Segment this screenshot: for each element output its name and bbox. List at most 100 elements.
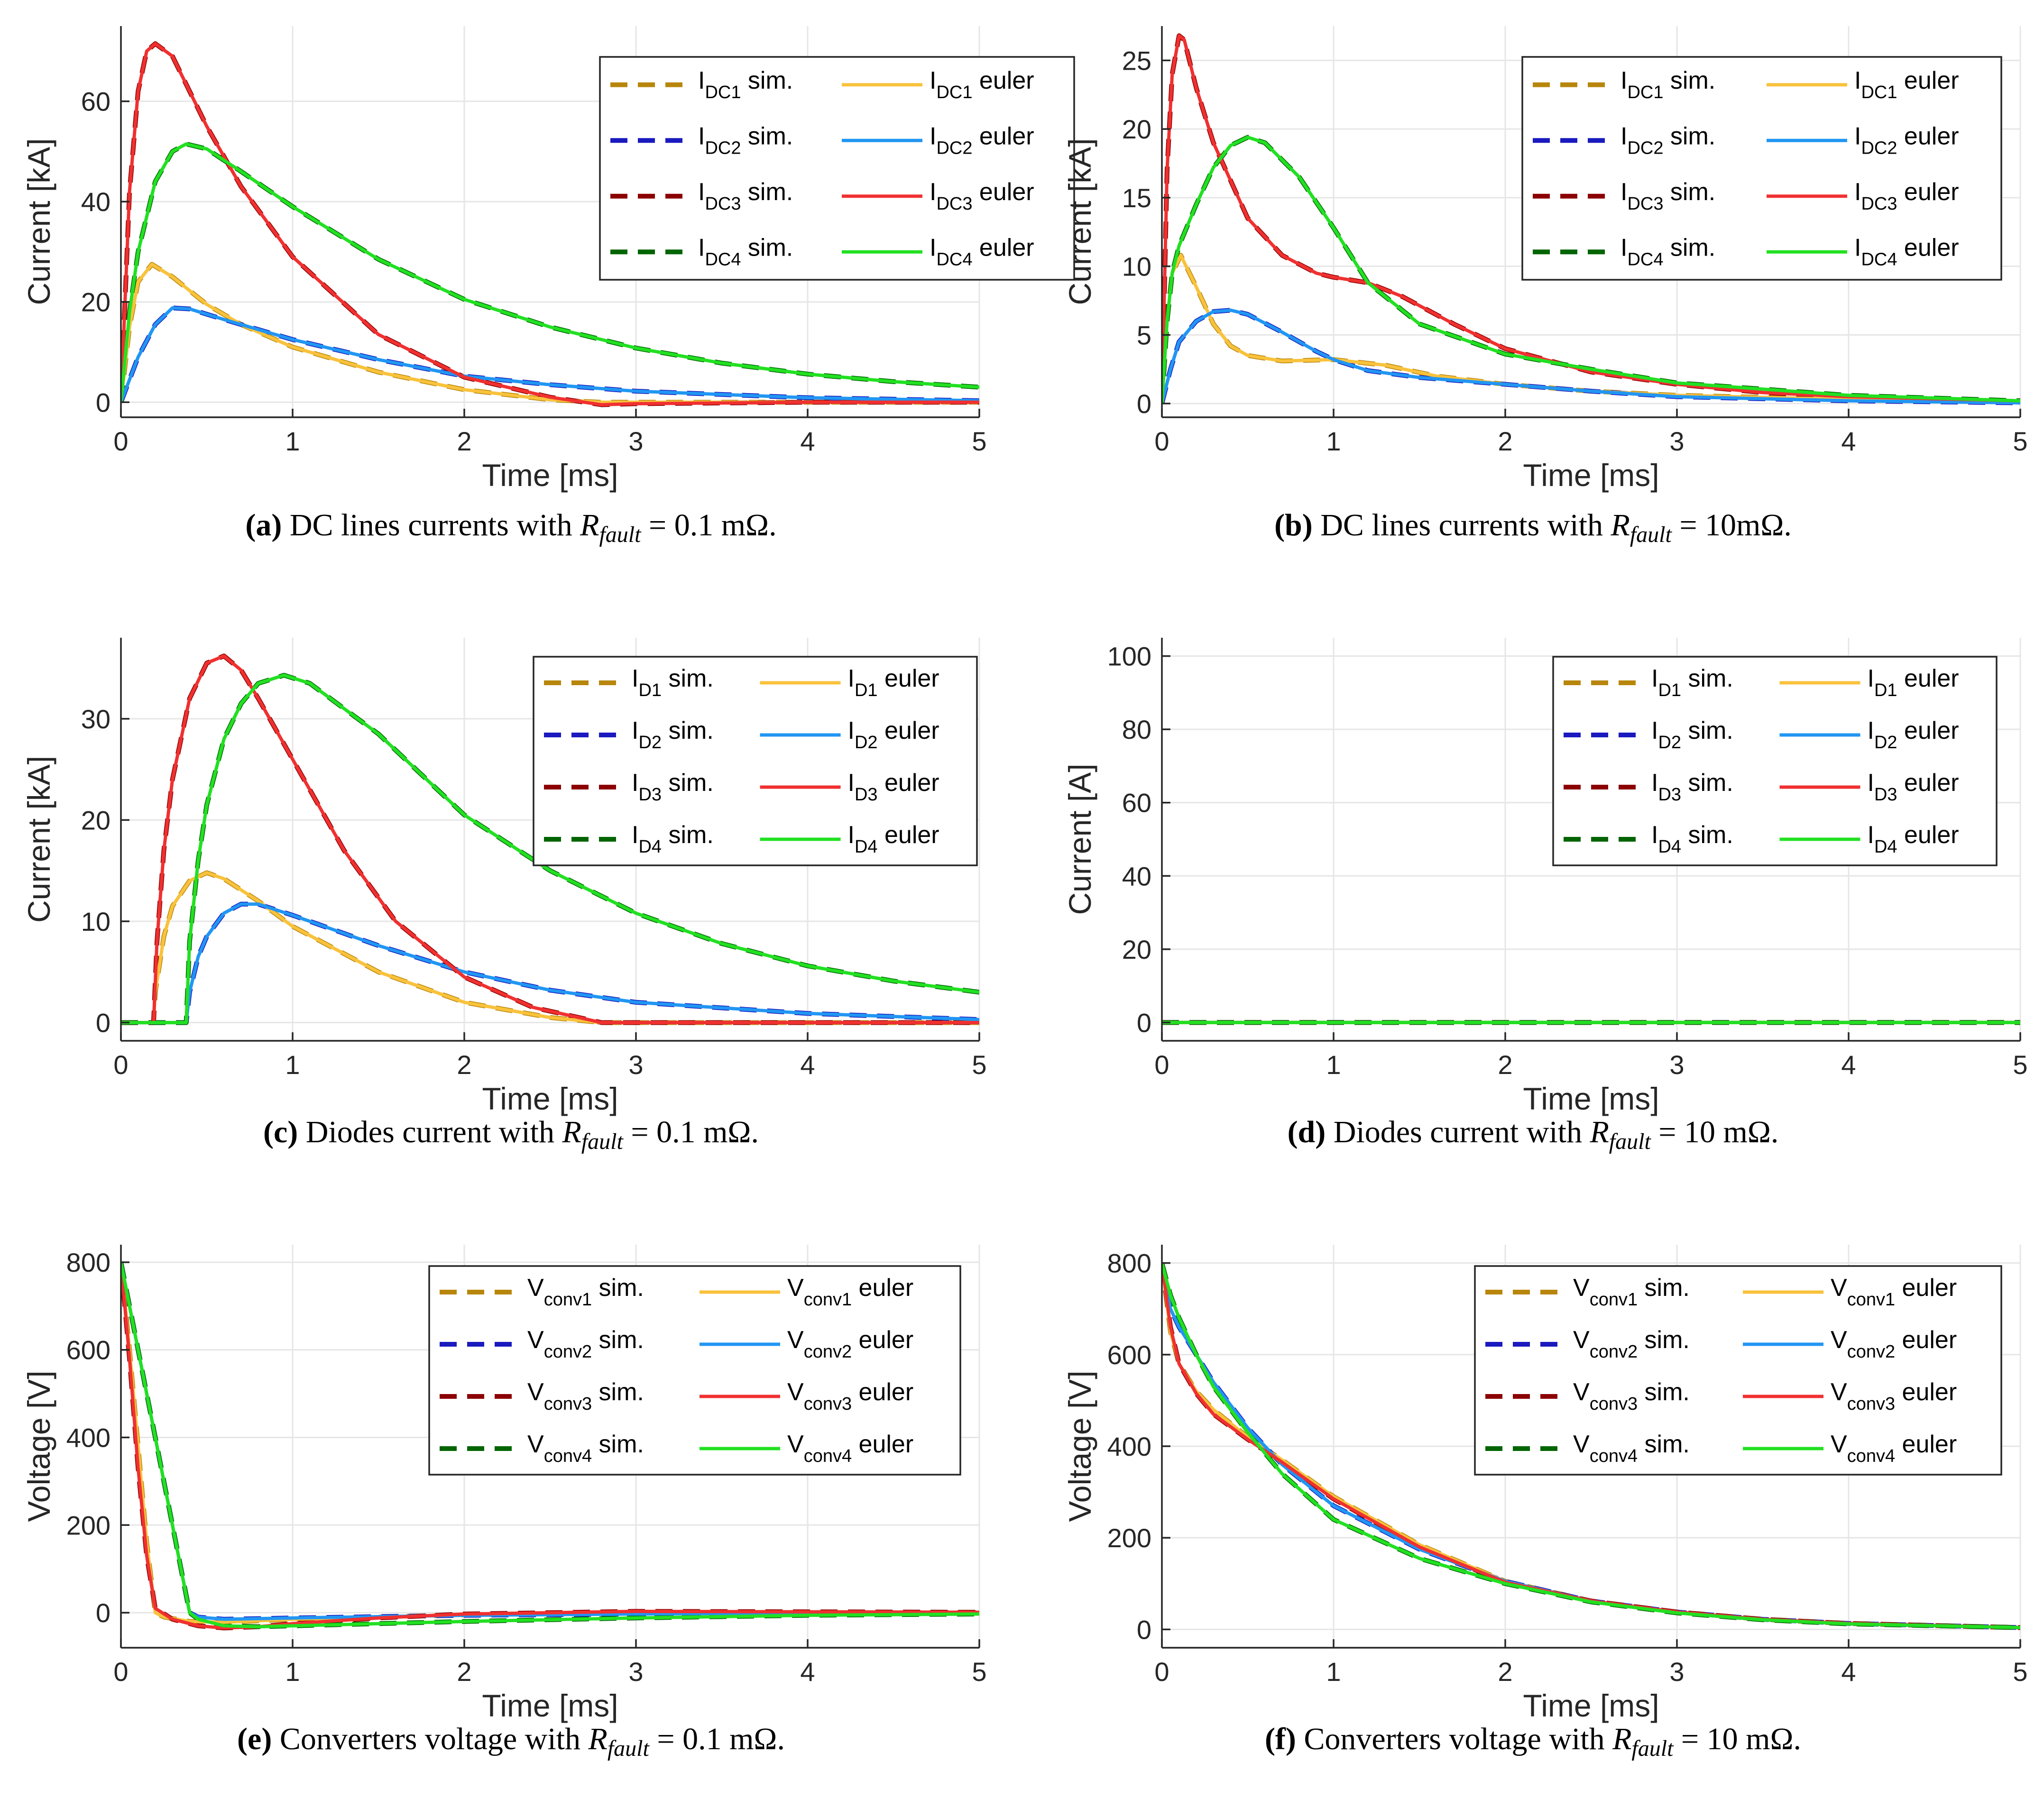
x-tick-label: 4 <box>1841 1050 1856 1080</box>
x-tick-label: 2 <box>457 426 471 456</box>
caption-variable: R <box>1612 1722 1632 1756</box>
legend-label-euler: Vconv1 euler <box>787 1274 913 1310</box>
legend-box <box>428 1265 961 1476</box>
x-tick-label: 4 <box>800 426 815 456</box>
caption-value: = 10mΩ. <box>1671 508 1792 542</box>
chart-panel-a: 0 1 2 3 4 5 0 20 40 60 Time [ms] Current [kA] IDC1 s… <box>21 26 1075 493</box>
x-axis-label: Time [ms] <box>482 458 618 493</box>
y-axis-label: Voltage [V] <box>21 1370 56 1522</box>
y-tick-label: 10 <box>81 907 110 936</box>
caption-value: = 10 mΩ. <box>1650 1115 1779 1149</box>
x-tick-label: 4 <box>800 1050 815 1080</box>
x-tick-label: 2 <box>457 1657 471 1687</box>
legend: ID1 sim. ID1 euler ID2 sim. ID2 euler ID3 si… <box>1552 656 1998 866</box>
y-tick-label: 100 <box>1107 642 1151 671</box>
series-line-dc3-euler <box>121 42 979 407</box>
caption-c: (c) Diodes current with Rfault = 0.1 mΩ. <box>0 1114 1022 1155</box>
series-line-d4-euler <box>121 673 979 1025</box>
x-tick-label: 0 <box>1154 426 1169 456</box>
y-tick-label: 0 <box>96 1008 110 1038</box>
caption-subscript: fault <box>607 1736 649 1761</box>
x-tick-label: 0 <box>1154 1657 1169 1687</box>
chart-e: 0 1 2 3 4 5 0 200 400 600 800 Time [ms] Voltage [V] V… <box>21 1245 987 1723</box>
series-line-dc2-euler <box>121 306 979 403</box>
caption-letter: (e) <box>237 1722 272 1756</box>
legend-label-euler: ID3 euler <box>848 769 939 805</box>
legend: ID1 sim. ID1 euler ID2 sim. ID2 euler ID3 si… <box>533 656 978 866</box>
y-tick-label: 40 <box>81 187 110 217</box>
legend-label-sim: Vconv2 sim. <box>527 1326 644 1362</box>
x-tick-label: 1 <box>285 1657 300 1687</box>
legend-label-sim: ID2 sim. <box>632 717 714 753</box>
y-tick-label: 20 <box>81 287 110 317</box>
legend-label-euler: Vconv1 euler <box>1831 1274 1957 1310</box>
caption-text: Diodes current with <box>1326 1115 1590 1149</box>
caption-subscript: fault <box>1609 1129 1651 1154</box>
caption-text: DC lines currents with <box>1312 508 1611 542</box>
legend-label-euler: Vconv3 euler <box>1831 1378 1957 1414</box>
caption-letter: (d) <box>1287 1115 1326 1149</box>
caption-value: = 0.1 mΩ. <box>623 1115 759 1149</box>
legend-label-euler: ID1 euler <box>1868 665 1959 700</box>
legend-label-sim: Vconv4 sim. <box>527 1431 644 1466</box>
y-tick-label: 15 <box>1122 183 1151 213</box>
x-tick-label: 4 <box>1841 426 1856 456</box>
y-tick-label: 200 <box>1107 1523 1151 1553</box>
x-tick-label: 1 <box>1326 426 1341 456</box>
legend-label-sim: Vconv1 sim. <box>527 1274 644 1310</box>
caption-variable: R <box>562 1115 581 1149</box>
x-tick-label: 4 <box>1841 1657 1856 1687</box>
y-axis-label: Current [A] <box>1062 763 1097 915</box>
legend-label-euler: Vconv2 euler <box>787 1326 913 1362</box>
x-tick-label: 0 <box>113 1050 128 1080</box>
chart-f: 0 1 2 3 4 5 0 200 400 600 800 Time [ms] Voltage [V] V… <box>1062 1245 2028 1723</box>
legend-label-sim: IDC4 sim. <box>1620 234 1715 269</box>
legend-label-euler: IDC4 euler <box>1854 234 1959 269</box>
series-group <box>1162 1262 2020 1630</box>
x-tick-label: 3 <box>1669 1050 1684 1080</box>
caption-b: (b) DC lines currents with Rfault = 10mΩ… <box>1022 507 2044 548</box>
series-group <box>121 653 979 1025</box>
x-tick-label: 5 <box>2013 1657 2027 1687</box>
x-tick-label: 2 <box>1498 426 1512 456</box>
series-line-d2-euler <box>121 902 979 1025</box>
legend-label-euler: IDC3 euler <box>930 178 1034 214</box>
series-line-dc2-euler <box>1162 308 2020 405</box>
legend-label-euler: ID3 euler <box>1868 769 1959 805</box>
y-axis-label: Voltage [V] <box>1062 1370 1097 1522</box>
legend-label-sim: ID3 sim. <box>632 769 714 805</box>
x-tick-label: 1 <box>1326 1050 1341 1080</box>
y-tick-label: 60 <box>81 87 110 117</box>
y-tick-label: 400 <box>1107 1432 1151 1461</box>
x-tick-label: 5 <box>972 1050 986 1080</box>
chart-panel-e: 0 1 2 3 4 5 0 200 400 600 800 Time [ms] Voltage [V] V… <box>21 1245 987 1723</box>
series-line-dc1-sim <box>121 262 979 405</box>
series-line-d1-euler <box>121 871 979 1025</box>
y-tick-label: 80 <box>1122 715 1151 744</box>
y-tick-label: 0 <box>96 1598 110 1628</box>
caption-value: = 10 mΩ. <box>1673 1722 1802 1756</box>
legend-label-sim: Vconv3 sim. <box>1573 1378 1690 1414</box>
chart-panel-d: 0 1 2 3 4 5 0 20 40 60 80 100 Time [ms] Current [A] ID… <box>1062 638 2028 1116</box>
caption-subscript: fault <box>581 1129 623 1154</box>
caption-letter: (f) <box>1264 1722 1296 1756</box>
legend: IDC1 sim. IDC1 euler IDC2 sim. IDC2 euler ID… <box>1521 56 2002 281</box>
legend-label-sim: IDC1 sim. <box>1620 67 1715 102</box>
legend-label-sim: ID1 sim. <box>632 665 714 700</box>
y-tick-label: 20 <box>1122 114 1151 144</box>
legend-label-sim: IDC2 sim. <box>1620 122 1715 158</box>
caption-text: Diodes current with <box>298 1115 562 1149</box>
chart-panel-f: 0 1 2 3 4 5 0 200 400 600 800 Time [ms] Voltage [V] V… <box>1062 1245 2028 1723</box>
y-tick-label: 0 <box>1137 389 1151 419</box>
series-line-dc4-euler <box>1162 136 2020 404</box>
x-tick-label: 1 <box>1326 1657 1341 1687</box>
x-tick-label: 3 <box>1669 1657 1684 1687</box>
legend-box <box>533 656 978 866</box>
legend-box <box>599 56 1075 281</box>
caption-letter: (b) <box>1274 508 1313 542</box>
caption-variable: R <box>1611 508 1630 542</box>
legend-label-euler: Vconv4 euler <box>1831 1431 1957 1466</box>
legend-label-euler: ID1 euler <box>848 665 939 700</box>
legend-label-sim: Vconv1 sim. <box>1573 1274 1690 1310</box>
x-tick-label: 3 <box>628 426 643 456</box>
